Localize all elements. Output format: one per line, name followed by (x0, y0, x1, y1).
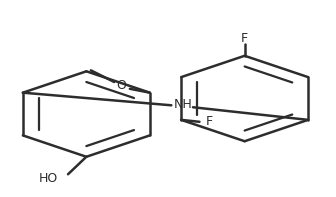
Text: NH: NH (174, 98, 193, 111)
Text: HO: HO (38, 172, 58, 185)
Text: O: O (117, 79, 126, 92)
Text: F: F (206, 115, 213, 128)
Text: F: F (241, 32, 248, 45)
